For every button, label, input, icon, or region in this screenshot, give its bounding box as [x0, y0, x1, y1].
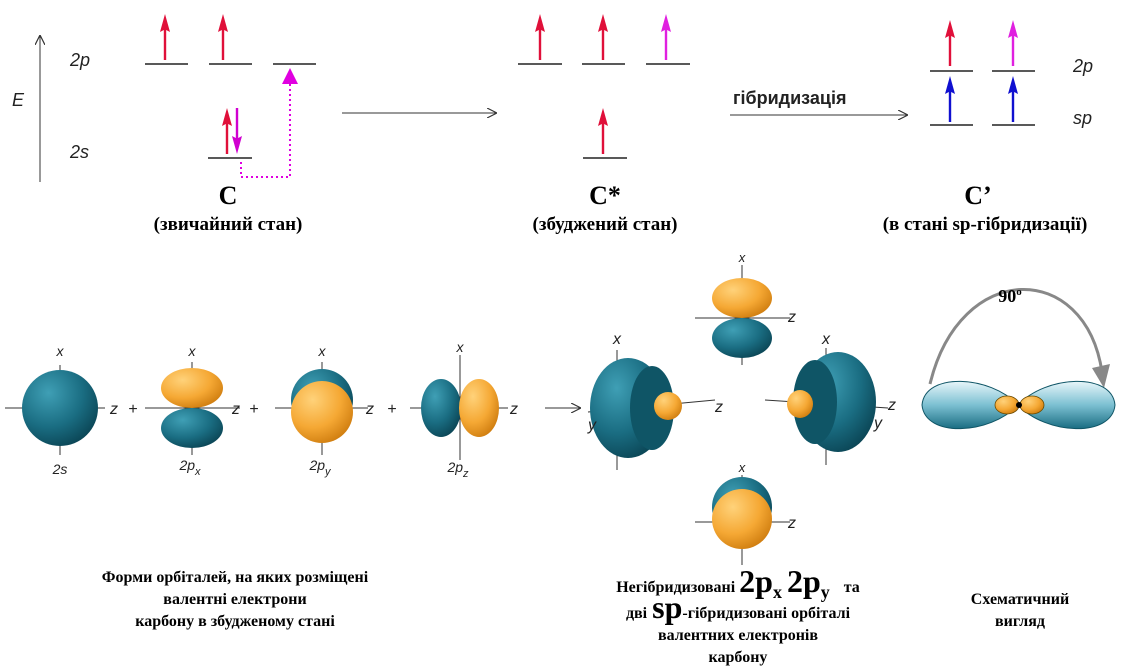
- hybrid-view: x z y x z x z y x z: [587, 250, 896, 565]
- axis-label: x: [821, 331, 831, 348]
- state-symbol: C*: [589, 181, 621, 210]
- caption-text: та: [844, 579, 860, 596]
- axis-label: z: [231, 401, 240, 418]
- orbital-name: 2px: [178, 457, 201, 478]
- axis-label: y: [873, 415, 883, 432]
- captions: Форми орбіталей, на яких розміщені вален…: [102, 563, 1069, 666]
- state-caption: (збуджений стан): [533, 214, 678, 235]
- diagram: E 2p 2s гібридизація 2p sp C (звичайний …: [0, 0, 1139, 670]
- axis-label: z: [365, 401, 374, 418]
- energy-diagram: E 2p 2s гібридизація 2p sp C (звичайний …: [12, 14, 1093, 235]
- caption-text: дві: [626, 605, 648, 622]
- axis-label: y: [587, 417, 597, 434]
- hybrid-state-levels: [930, 20, 1035, 125]
- operator: +: [128, 401, 137, 418]
- caption-sub: y: [821, 582, 830, 602]
- caption-line: валентні електрони: [163, 591, 306, 608]
- orbital-name-main: 2p: [178, 457, 195, 473]
- caption-line: Форми орбіталей, на яких розміщені: [102, 569, 369, 586]
- axis-label: z: [887, 397, 896, 414]
- orbital-name-sub: x: [194, 466, 201, 478]
- axis-label: z: [787, 309, 796, 326]
- orbital-name: 2py: [308, 457, 332, 478]
- state-symbol: C’: [964, 181, 991, 210]
- axis-label: z: [109, 401, 118, 418]
- orbital-name: 2s: [52, 461, 68, 477]
- schematic: 90o: [922, 286, 1115, 429]
- caption-line: Схематичний: [971, 591, 1069, 608]
- caption-orbital: sp: [652, 589, 682, 625]
- level-label: sp: [1073, 108, 1092, 128]
- arrow-label: гібридизація: [733, 88, 846, 108]
- orbital-name-sub: z: [462, 468, 469, 480]
- angle-label: 90o: [998, 286, 1022, 306]
- state-caption: (звичайний стан): [154, 214, 303, 235]
- ground-state-levels: [145, 14, 316, 177]
- axis-label: x: [188, 343, 197, 359]
- caption-orbital: 2p: [739, 563, 773, 599]
- axis-label: E: [12, 90, 25, 110]
- axis-label: z: [509, 401, 518, 418]
- orbital-shapes: x z 2s + x z 2px + x z 2py + x z 2pz: [5, 339, 580, 480]
- orbital-name-sub: y: [324, 466, 332, 478]
- caption-orbital: 2p: [787, 563, 821, 599]
- angle-unit: o: [1016, 286, 1022, 298]
- angle-value: 90: [998, 286, 1016, 306]
- axis-label: x: [738, 250, 746, 265]
- operator: +: [249, 401, 258, 418]
- axis-label: z: [787, 515, 796, 532]
- level-label: 2p: [1072, 56, 1093, 76]
- axis-label: z: [714, 399, 723, 416]
- caption-line: карбону: [709, 649, 768, 666]
- caption-line: вигляд: [995, 613, 1045, 630]
- axis-label: x: [456, 339, 465, 355]
- caption-line: карбону в збудженому стані: [135, 613, 335, 630]
- axis-label: x: [612, 331, 622, 348]
- axis-label: x: [318, 343, 327, 359]
- excited-state-levels: [518, 14, 690, 158]
- operator: +: [387, 401, 396, 418]
- level-label: 2p: [69, 50, 90, 70]
- axis-label: x: [56, 343, 65, 359]
- orbital-name-main: 2p: [446, 459, 463, 475]
- page: E 2p 2s гібридизація 2p sp C (звичайний …: [0, 0, 1139, 670]
- caption-text: -гібридизовані орбіталі: [682, 605, 850, 622]
- state-caption: (в стані sp-гібридизації): [883, 214, 1088, 235]
- state-symbol: C: [219, 181, 238, 210]
- caption-line: валентних електронів: [658, 627, 818, 644]
- caption-sub: x: [773, 582, 782, 602]
- level-label: 2s: [69, 142, 89, 162]
- axis-label: x: [738, 460, 746, 475]
- orbital-name-main: 2p: [308, 457, 325, 473]
- orbital-name: 2pz: [446, 459, 469, 480]
